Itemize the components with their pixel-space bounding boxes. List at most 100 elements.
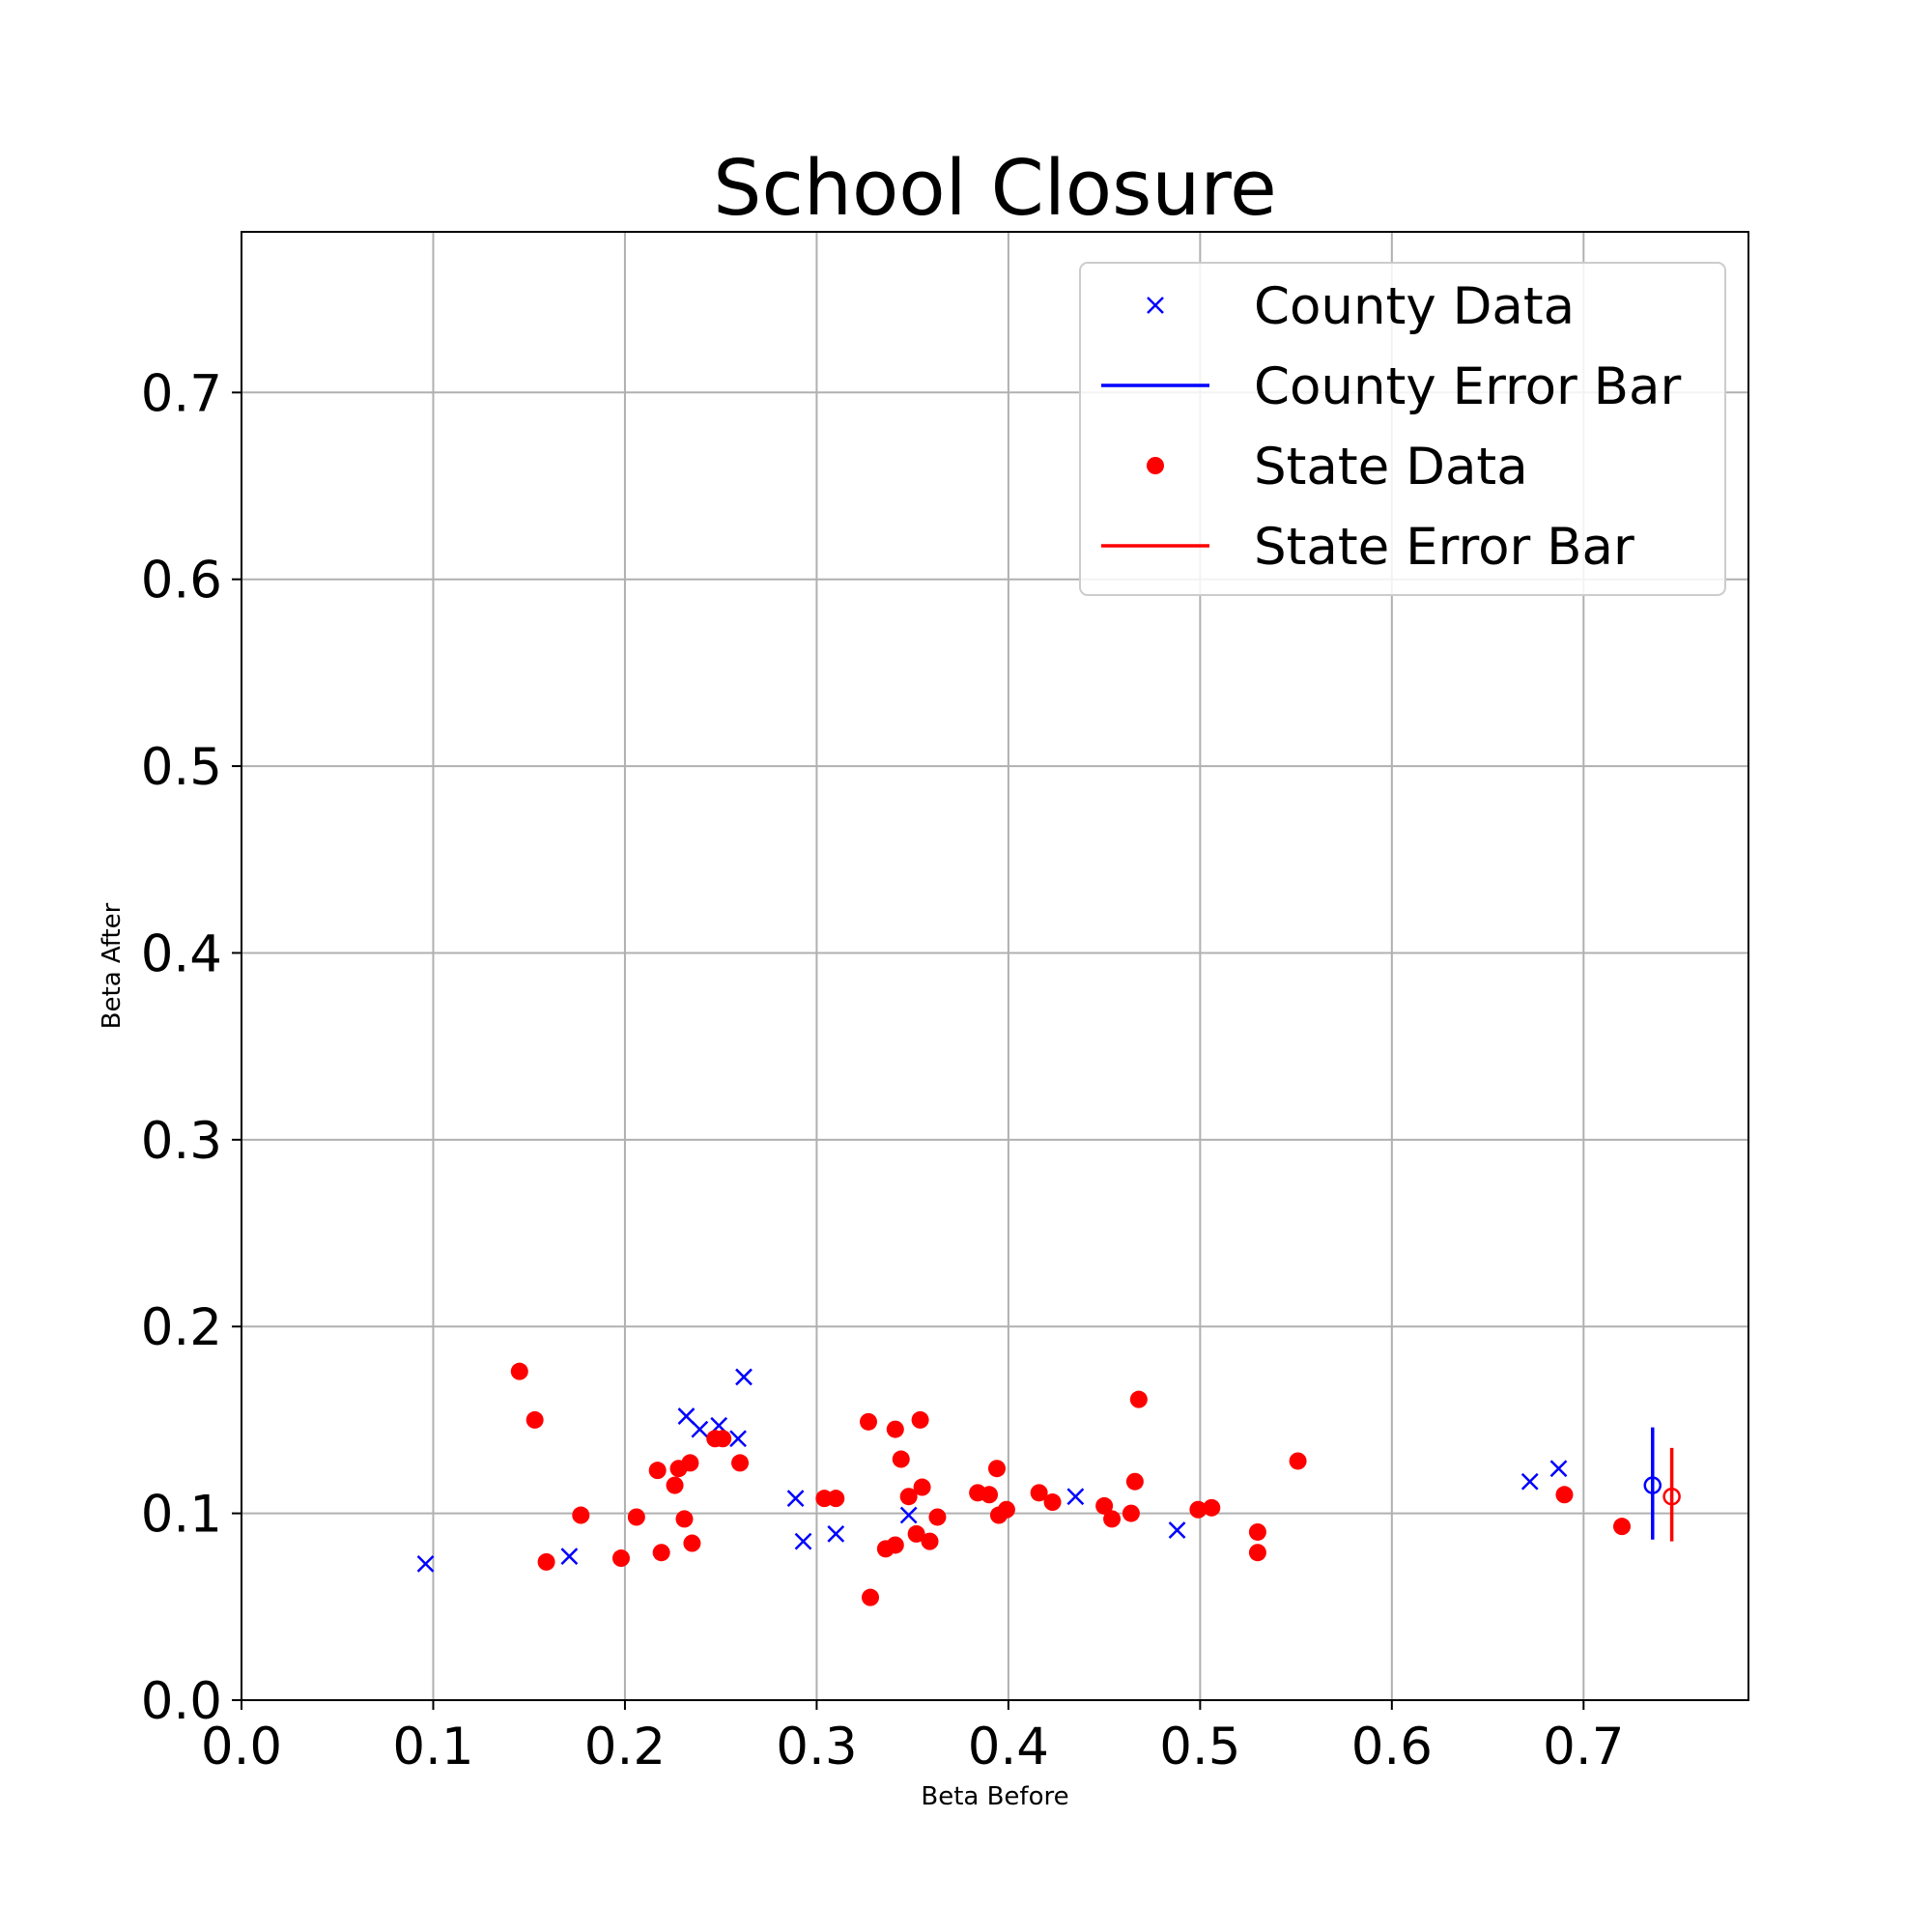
state-data-point [1289,1452,1307,1470]
state-data-point [1103,1510,1122,1528]
county-data-point [1549,1460,1568,1478]
x-tick-label: 0.1 [392,1718,473,1776]
county-data-point [827,1525,845,1543]
state-data-point [928,1508,947,1526]
y-tick-label: 0.2 [141,1298,222,1357]
y-tick-label: 0.1 [141,1486,222,1545]
state-data-point [648,1462,667,1480]
x-marker-stroke [1147,297,1164,314]
legend-dot-marker [1147,457,1164,474]
x-marker-stroke [1520,1472,1539,1491]
x-tick-label: 0.5 [1159,1718,1240,1776]
state-data-point [537,1552,555,1571]
county-data-point [786,1490,805,1508]
state-data-point [1030,1484,1048,1502]
county-data-point [560,1548,579,1565]
county-data-point [735,1368,753,1386]
y-tick-label: 0.6 [141,552,222,611]
x-marker-stroke [1549,1460,1568,1478]
county-data-point [1520,1472,1539,1491]
x-marker-stroke [729,1430,747,1448]
legend-label: State Data [1254,438,1528,497]
y-tick-label: 0.3 [141,1112,222,1171]
x-marker-stroke [899,1506,918,1524]
state-data-point [1095,1496,1114,1515]
x-marker-stroke [735,1368,753,1386]
state-data-point [611,1549,630,1568]
state-data-point [731,1454,750,1472]
x-tick-label: 0.7 [1543,1718,1624,1776]
county-data-point [899,1506,918,1524]
county-data-point [1066,1488,1085,1506]
state-data-point [1248,1522,1266,1541]
legend-x-marker [1147,297,1164,314]
state-data-point [921,1532,939,1550]
state-data-point [627,1508,645,1526]
county-data-point [729,1430,747,1448]
county-error-bar-center [1643,1476,1662,1494]
y-tick-label: 0.0 [141,1672,222,1731]
legend-label: State Error Bar [1254,518,1634,577]
state-data-point [526,1410,544,1429]
state-data-point [886,1536,904,1554]
legend-label: County Error Bar [1254,357,1681,416]
x-marker-stroke [827,1525,845,1543]
x-marker-stroke [1168,1521,1186,1539]
state-data-point [675,1510,694,1528]
state-data-point [980,1486,999,1504]
legend: County Data County Error Bar State Data Sta… [1079,262,1726,596]
state-data-point [1203,1498,1221,1517]
state-data-point [510,1362,528,1380]
state-data-point [1555,1486,1574,1504]
state-data-point [572,1506,590,1524]
chart-title: School Closure [713,144,1276,233]
x-marker-stroke [691,1420,709,1438]
state-data-point [911,1410,929,1429]
state-data-point [892,1450,910,1468]
x-tick-label: 0.2 [584,1718,666,1776]
x-marker-stroke [794,1532,812,1550]
state-data-point [861,1588,879,1606]
county-data-point [691,1420,709,1438]
state-data-point [1122,1504,1140,1522]
x-axis-label: Beta Before [921,1782,1068,1811]
x-marker-stroke [677,1407,696,1425]
state-data-point [1189,1500,1208,1519]
x-marker-stroke [416,1554,435,1573]
state-data-point [886,1420,904,1438]
state-data-point [907,1524,925,1543]
y-tick-label: 0.4 [141,924,222,983]
state-data-point [1129,1390,1148,1408]
x-tick-label: 0.3 [776,1718,857,1776]
x-tick-label: 0.0 [201,1718,282,1776]
x-marker-stroke [1066,1488,1085,1506]
plot-data [416,1362,1681,1606]
y-tick-label: 0.5 [141,738,222,797]
x-marker-stroke [786,1490,805,1508]
county-data-point [416,1554,435,1573]
state-data-point [899,1488,918,1506]
state-data-point [860,1412,878,1431]
state-data-point [681,1454,699,1472]
state-data-point [652,1544,670,1562]
y-axis-label: Beta After [98,902,127,1029]
y-tick-label: 0.7 [141,364,222,423]
county-data-point [794,1532,812,1550]
state-data-point [1613,1518,1632,1536]
state-error-bar-center [1662,1487,1681,1506]
county-data-point [1168,1521,1186,1539]
state-data-point [683,1534,701,1552]
axis-ticks: 0.0 0.1 0.2 0.3 0.4 0.5 0.6 0.7 0.0 0.1 0.2 0.3 0.4 0… [141,364,1625,1776]
state-data-point [913,1478,931,1496]
state-data-point [987,1460,1006,1478]
legend-label: County Data [1254,277,1575,336]
plot-area-frame [241,231,1749,1701]
state-data-point [1248,1544,1266,1562]
state-data-point [666,1476,684,1494]
x-marker-stroke [560,1548,579,1565]
county-data-point [677,1407,696,1425]
state-data-point [827,1490,845,1508]
state-data-point [714,1430,732,1448]
state-data-point [1043,1493,1062,1512]
